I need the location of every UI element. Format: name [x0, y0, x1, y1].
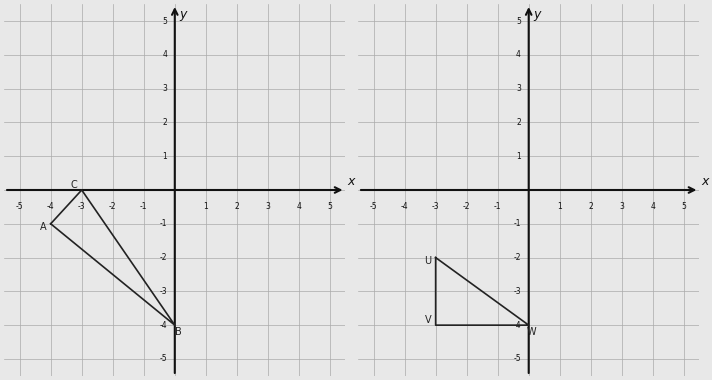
- Text: 5: 5: [328, 202, 333, 211]
- Text: -3: -3: [78, 202, 85, 211]
- Text: x: x: [701, 175, 708, 188]
- Text: -3: -3: [513, 287, 521, 296]
- Text: x: x: [347, 175, 355, 188]
- Text: 3: 3: [162, 84, 167, 93]
- Text: 1: 1: [557, 202, 562, 211]
- Text: 4: 4: [516, 50, 521, 59]
- Text: 3: 3: [619, 202, 624, 211]
- Text: -2: -2: [159, 253, 167, 262]
- Text: C: C: [70, 180, 78, 190]
- Text: -4: -4: [47, 202, 55, 211]
- Text: 2: 2: [588, 202, 593, 211]
- Text: -5: -5: [370, 202, 377, 211]
- Text: 2: 2: [234, 202, 239, 211]
- Text: -2: -2: [513, 253, 521, 262]
- Text: 2: 2: [516, 118, 521, 127]
- Text: -4: -4: [513, 321, 521, 330]
- Text: 1: 1: [204, 202, 208, 211]
- Text: -4: -4: [401, 202, 409, 211]
- Text: 4: 4: [162, 50, 167, 59]
- Text: 2: 2: [162, 118, 167, 127]
- Text: A: A: [40, 222, 46, 232]
- Text: 4: 4: [650, 202, 655, 211]
- Text: -5: -5: [16, 202, 23, 211]
- Text: 1: 1: [516, 152, 521, 161]
- Text: 1: 1: [162, 152, 167, 161]
- Text: U: U: [424, 256, 431, 266]
- Text: -3: -3: [431, 202, 439, 211]
- Text: -1: -1: [513, 219, 521, 228]
- Text: -1: -1: [140, 202, 147, 211]
- Text: 3: 3: [516, 84, 521, 93]
- Text: -4: -4: [159, 321, 167, 330]
- Text: -2: -2: [463, 202, 471, 211]
- Text: y: y: [533, 8, 540, 21]
- Text: 3: 3: [266, 202, 271, 211]
- Text: -5: -5: [159, 355, 167, 363]
- Text: 5: 5: [162, 17, 167, 25]
- Text: B: B: [174, 327, 182, 337]
- Text: -1: -1: [159, 219, 167, 228]
- Text: 4: 4: [296, 202, 301, 211]
- Text: V: V: [424, 315, 431, 325]
- Text: -1: -1: [494, 202, 501, 211]
- Text: W: W: [527, 327, 537, 337]
- Text: -5: -5: [513, 355, 521, 363]
- Text: -3: -3: [159, 287, 167, 296]
- Text: 5: 5: [681, 202, 686, 211]
- Text: -2: -2: [109, 202, 117, 211]
- Text: 5: 5: [516, 17, 521, 25]
- Text: y: y: [179, 8, 187, 21]
